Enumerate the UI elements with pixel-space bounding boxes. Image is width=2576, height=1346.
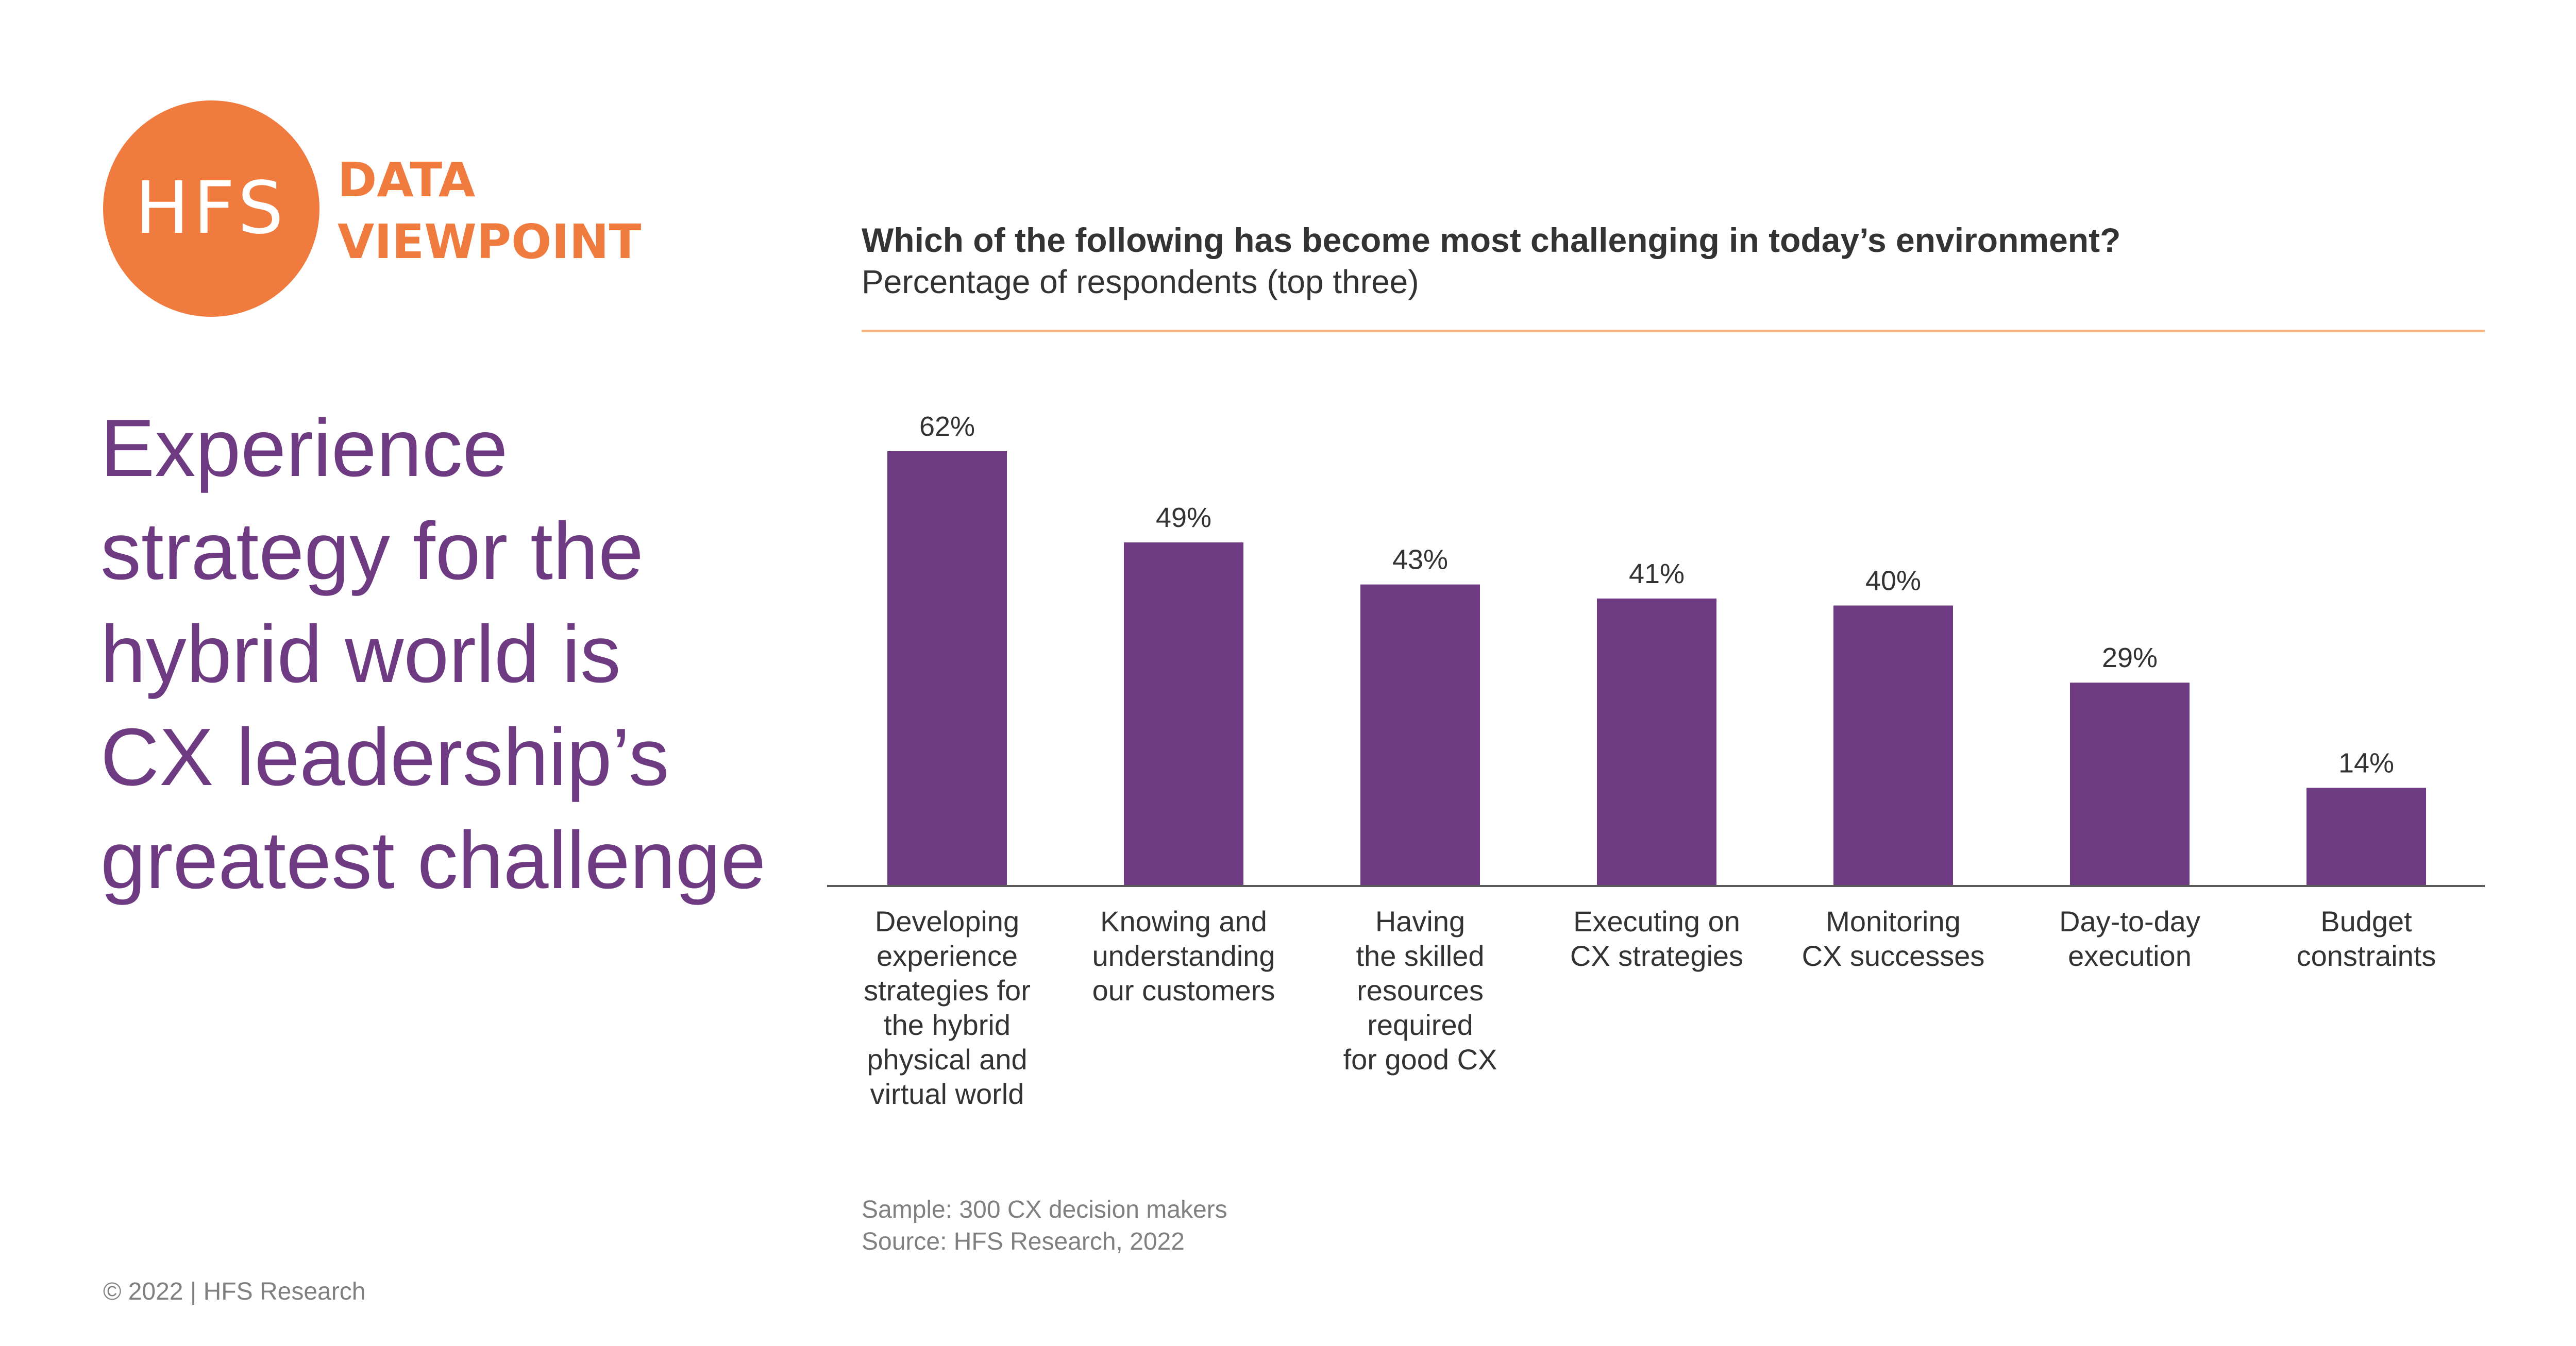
category-label-line: understanding: [1092, 940, 1275, 972]
chart-subtitle: Percentage of respondents (top three): [862, 263, 1419, 300]
category-label-line: execution: [2068, 940, 2192, 972]
category-label-line: Developing: [875, 905, 1019, 938]
logo-tagline-line1: DATA: [338, 152, 476, 208]
category-label-line: CX successes: [1802, 940, 1985, 972]
category-label: Budget constraints: [2297, 905, 2436, 972]
data-label: 40%: [1865, 565, 1921, 596]
chart-title: Which of the following has become most c…: [862, 221, 2121, 259]
category-label-line: Knowing and: [1100, 905, 1267, 938]
category-label-line: Monitoring: [1826, 905, 1960, 938]
logo-tagline: DATA VIEWPOINT: [338, 149, 641, 273]
headline-line: greatest challenge: [100, 815, 766, 906]
category-label: Developing experience strategies for the hy…: [864, 905, 1031, 1110]
sample-note: Sample: 300 CX decision makers: [862, 1196, 1227, 1223]
bar: [1597, 598, 1716, 886]
data-label: 29%: [2102, 642, 2158, 673]
category-label-line: virtual world: [870, 1078, 1024, 1110]
data-label: 41%: [1629, 558, 1685, 589]
logo-text: HFS: [134, 166, 288, 250]
category-label-line: the skilled: [1356, 940, 1484, 972]
bar: [1833, 605, 1953, 886]
footnote: Sample: 300 CX decision makers Source: H…: [862, 1194, 1227, 1258]
category-label-line: our customers: [1092, 974, 1275, 1007]
category-label-line: Having: [1375, 905, 1465, 938]
category-label-line: required: [1367, 1009, 1473, 1041]
category-label-line: resources: [1357, 974, 1484, 1007]
bar: [887, 451, 1007, 886]
category-label: Having the skilled resources required for go…: [1343, 905, 1497, 1076]
category-label-line: strategies for: [864, 974, 1031, 1007]
category-label: Executing on CX strategies: [1570, 905, 1743, 972]
headline-line: strategy for the: [100, 506, 644, 597]
category-label: Knowing and understanding our customers: [1092, 905, 1275, 1007]
title-divider: [862, 330, 2485, 332]
bar: [2070, 683, 2190, 886]
category-label-line: physical and: [867, 1043, 1027, 1076]
bar: [1124, 542, 1243, 886]
bar: [1360, 584, 1480, 886]
category-label-line: the hybrid: [884, 1009, 1011, 1041]
headline-line: Experience: [100, 403, 508, 493]
category-label: Monitoring CX successes: [1802, 905, 1985, 972]
data-label: 62%: [919, 411, 975, 442]
category-label-line: Day-to-day: [2059, 905, 2200, 938]
data-label: 49%: [1156, 502, 1211, 533]
headline-line: CX leadership’s: [100, 712, 669, 803]
copyright: © 2022 | HFS Research: [103, 1278, 366, 1305]
source-note: Source: HFS Research, 2022: [862, 1228, 1185, 1255]
category-label-line: for good CX: [1343, 1043, 1497, 1076]
category-label-line: experience: [877, 940, 1018, 972]
category-label-line: constraints: [2297, 940, 2436, 972]
logo-tagline-line2: VIEWPOINT: [338, 214, 642, 269]
headline: Experience strategy for the hybrid world…: [100, 397, 806, 912]
data-label: 14%: [2338, 747, 2394, 778]
category-label-line: Executing on: [1573, 905, 1740, 938]
category-label-line: CX strategies: [1570, 940, 1743, 972]
category-label: Day-to-day execution: [2059, 905, 2200, 972]
bar: [2306, 788, 2426, 886]
hfs-logo-icon: HFS: [103, 100, 319, 317]
category-label-line: Budget: [2320, 905, 2412, 938]
headline-line: hybrid world is: [100, 609, 621, 700]
data-label: 43%: [1392, 544, 1448, 575]
